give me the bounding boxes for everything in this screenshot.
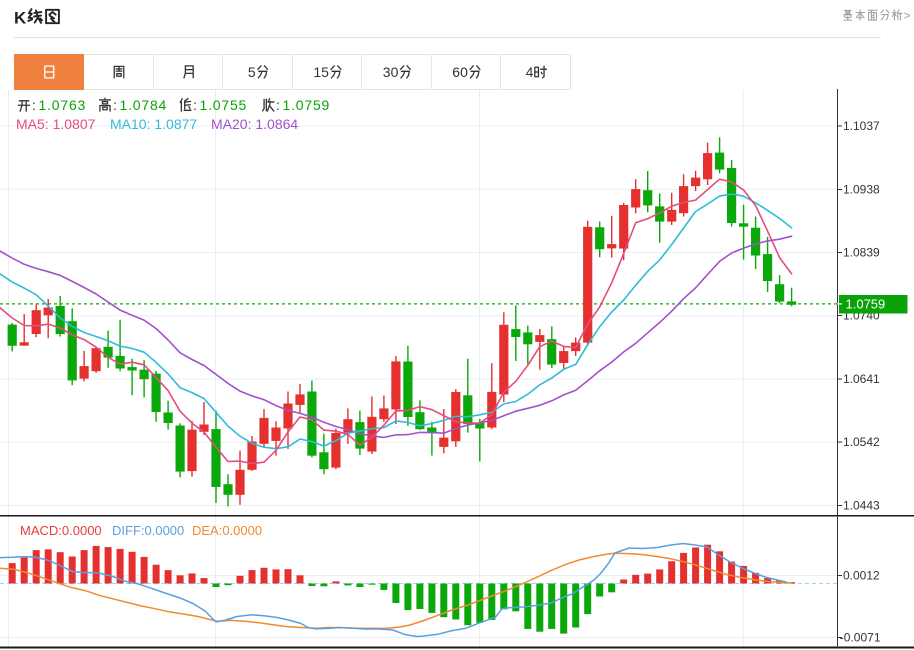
svg-text:1.0755: 1.0755	[200, 97, 248, 113]
svg-text:1.0763: 1.0763	[39, 97, 87, 113]
svg-text:15: 15	[313, 64, 329, 80]
svg-text:-0.0071: -0.0071	[840, 631, 881, 645]
svg-text:30: 30	[383, 64, 399, 80]
svg-text:1.0784: 1.0784	[120, 97, 168, 113]
svg-text::: :	[113, 97, 117, 113]
svg-text:4: 4	[526, 64, 534, 80]
svg-text:1.0759: 1.0759	[283, 97, 331, 113]
svg-text:1.0641: 1.0641	[843, 372, 880, 386]
svg-text:1.1037: 1.1037	[843, 119, 880, 133]
svg-text:0.0012: 0.0012	[843, 569, 880, 583]
svg-text:1.0839: 1.0839	[843, 246, 880, 260]
svg-text:K: K	[14, 9, 27, 28]
svg-text:1.0759: 1.0759	[846, 297, 886, 312]
svg-text:1.0542: 1.0542	[843, 435, 880, 449]
svg-text:>: >	[904, 8, 911, 22]
svg-text::: :	[32, 97, 36, 113]
svg-text:1.0443: 1.0443	[843, 499, 880, 513]
svg-text::: :	[193, 97, 197, 113]
svg-text::: :	[276, 97, 280, 113]
svg-text:1.0938: 1.0938	[843, 182, 880, 196]
svg-text:60: 60	[452, 64, 468, 80]
svg-text:5: 5	[248, 64, 256, 80]
